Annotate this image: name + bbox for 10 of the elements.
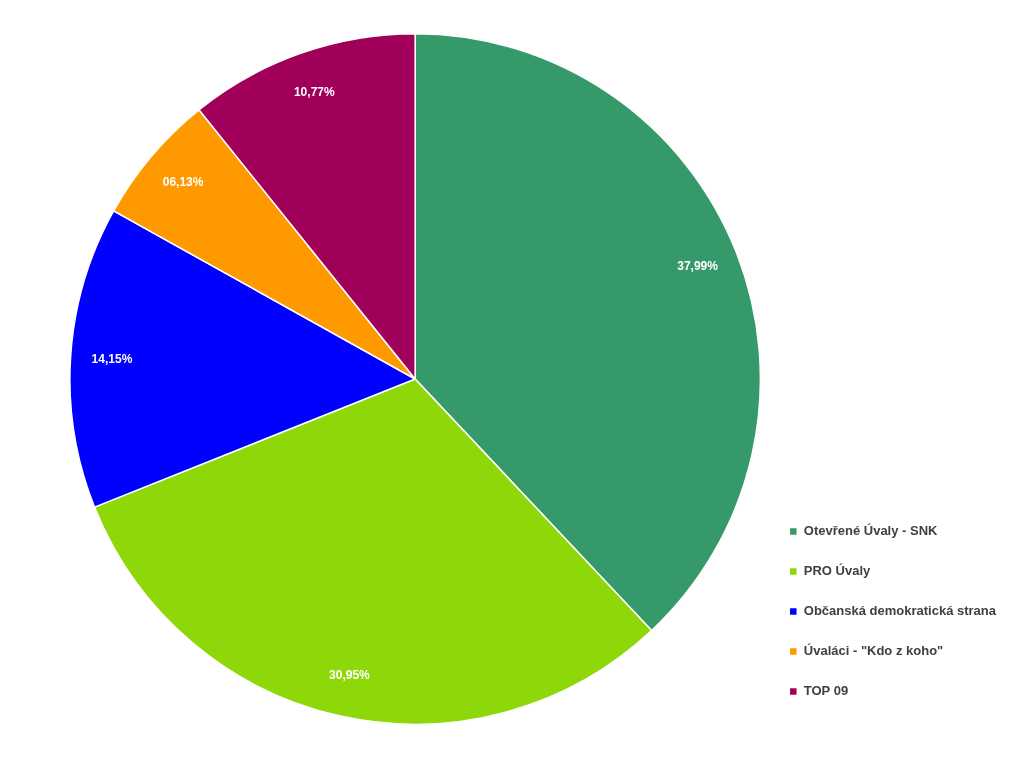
legend-label: PRO Úvaly — [803, 563, 872, 579]
data-label: 30,95% — [329, 667, 371, 682]
data-label: 37,99% — [677, 259, 719, 274]
legend-label: Občanská demokratická strana — [803, 603, 997, 619]
legend-label: TOP 09 — [803, 683, 849, 699]
legend-label: Otevřené Úvaly - SNK — [803, 523, 939, 539]
data-label: 14,15% — [91, 351, 133, 366]
legend-label: Úvaláci - "Kdo z koho" — [803, 643, 944, 659]
data-label: 10,77% — [293, 84, 335, 99]
data-label: 06,13% — [162, 175, 204, 190]
